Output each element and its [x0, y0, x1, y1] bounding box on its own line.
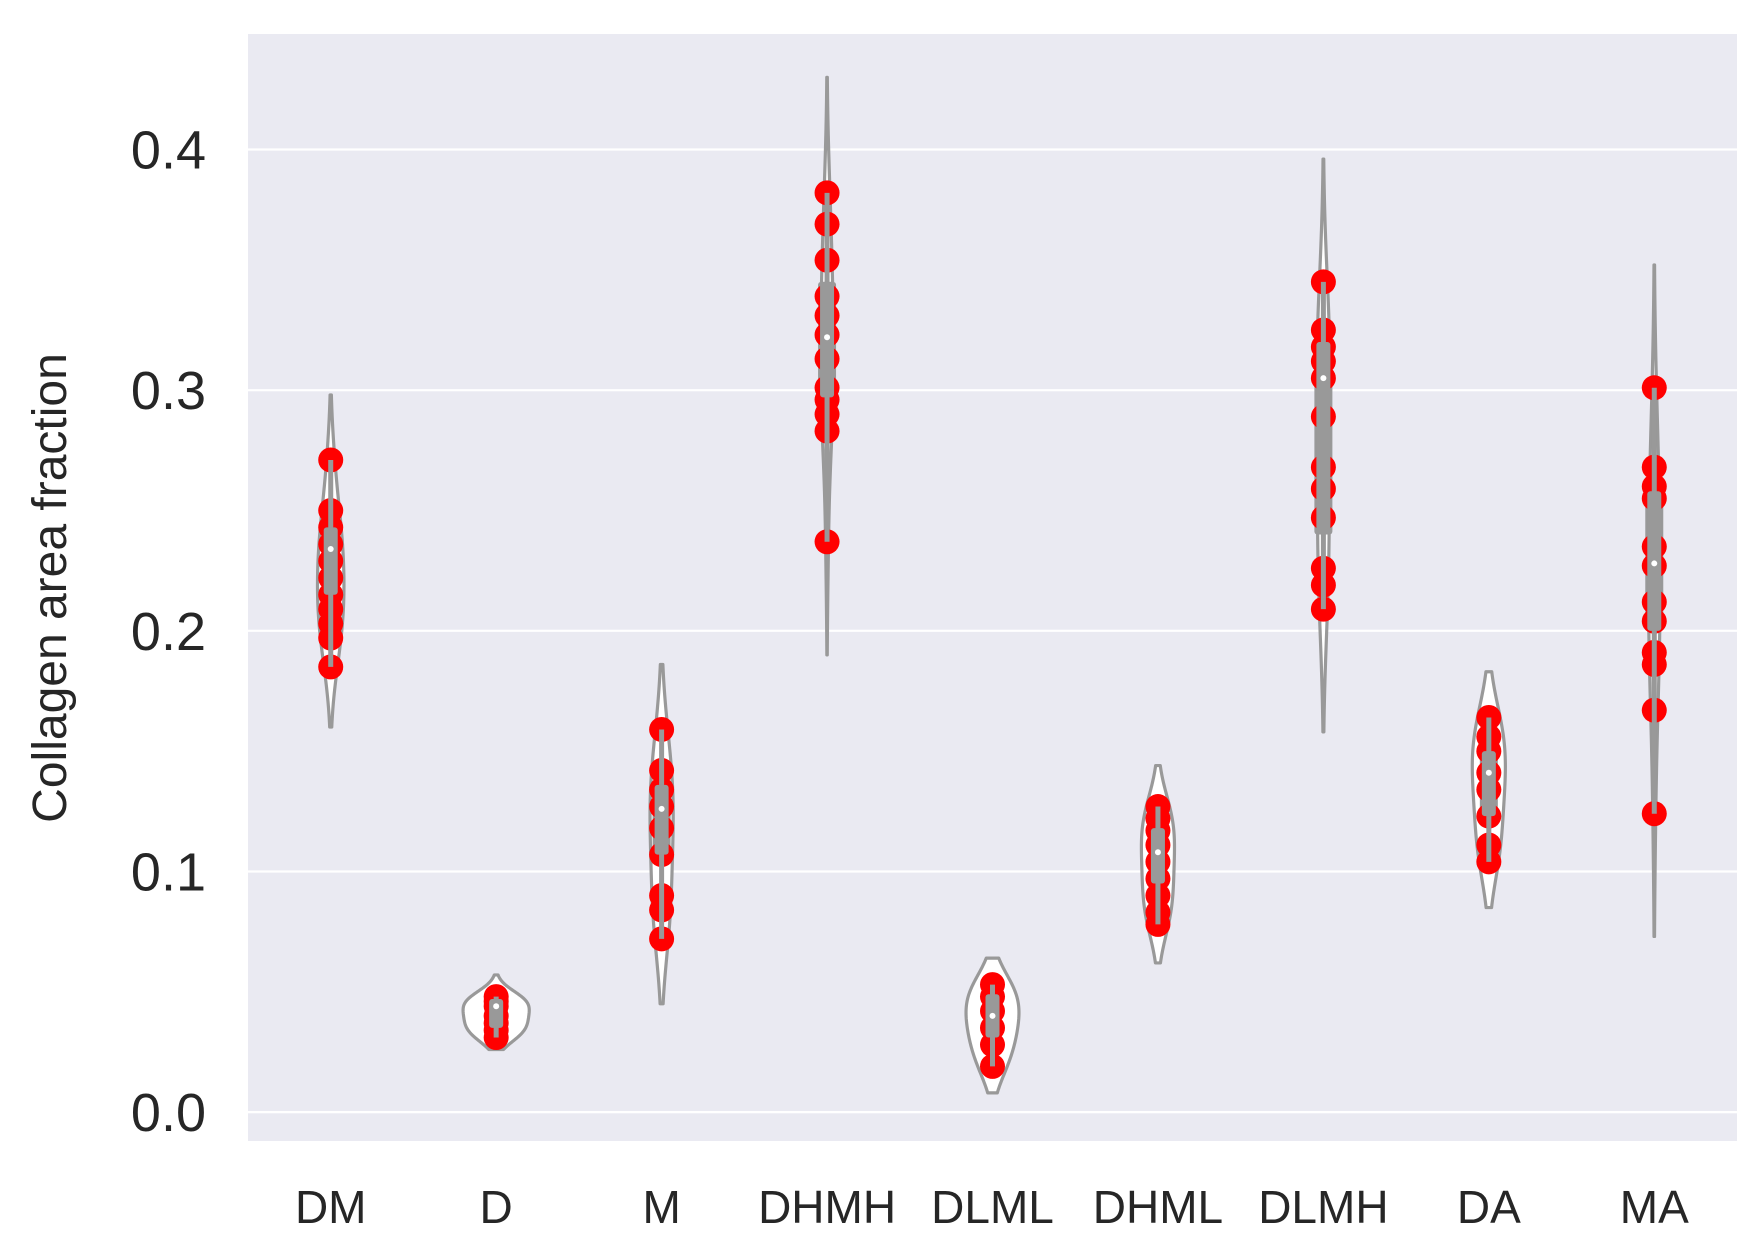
- inner-box-DM: [323, 527, 338, 595]
- x-tick-M: M: [642, 1181, 680, 1233]
- y-tick-0.3: 0.3: [131, 361, 206, 421]
- median-M: [658, 805, 665, 812]
- median-DHMH: [824, 334, 831, 341]
- data-points: [318, 180, 1667, 1079]
- median-D: [493, 1003, 500, 1010]
- median-DHML: [1154, 849, 1161, 856]
- x-tick-DM: DM: [295, 1181, 367, 1233]
- y-tick-0.1: 0.1: [131, 842, 206, 902]
- y-tick-0.0: 0.0: [131, 1083, 206, 1143]
- inner-box-M: [654, 784, 669, 855]
- y-tick-labels: 0.0 0.1 0.2 0.3 0.4: [131, 121, 206, 1144]
- grid-lines: [248, 148, 1737, 1114]
- x-tick-labels: DM D M DHMH DLML DHML DLMH DA MA: [295, 1181, 1689, 1233]
- inner-box-DHML: [1150, 828, 1165, 884]
- x-tick-DHMH: DHMH: [758, 1181, 896, 1233]
- median-DLMH: [1320, 375, 1327, 382]
- x-tick-D: D: [480, 1181, 513, 1233]
- y-tick-0.2: 0.2: [131, 602, 206, 662]
- median-MA: [1651, 560, 1658, 567]
- median-DLML: [989, 1012, 996, 1019]
- median-DA: [1485, 769, 1492, 776]
- y-axis-label: Collagen area fraction: [24, 353, 77, 823]
- inner-box-D: [489, 999, 504, 1028]
- y-tick-0.4: 0.4: [131, 121, 206, 181]
- inner-box-DLMH: [1316, 342, 1331, 535]
- x-tick-DA: DA: [1457, 1181, 1521, 1233]
- inner-box-DA: [1481, 751, 1496, 817]
- x-tick-MA: MA: [1620, 1181, 1689, 1233]
- x-tick-DLML: DLML: [931, 1181, 1054, 1233]
- median-DM: [327, 545, 334, 552]
- x-tick-DLMH: DLMH: [1258, 1181, 1388, 1233]
- x-tick-DHML: DHML: [1093, 1181, 1223, 1233]
